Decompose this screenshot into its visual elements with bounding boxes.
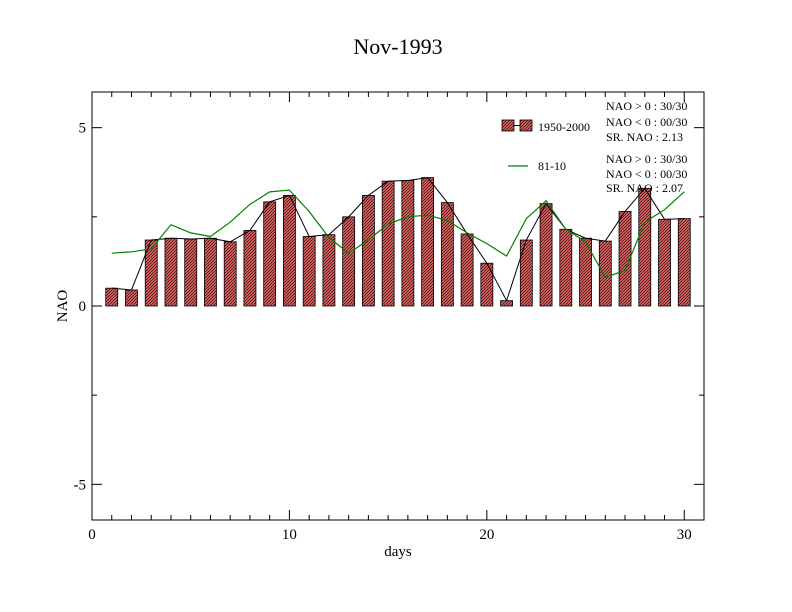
climatology-line [111, 189, 685, 279]
bar-day-10 [283, 195, 296, 307]
stat-8110-nao-positive: NAO > 0 : 30/30 [606, 152, 687, 166]
bar-day-28 [638, 187, 652, 307]
bar-day-17 [421, 177, 435, 307]
stat-1950-nao-positive: NAO > 0 : 30/30 [606, 99, 687, 113]
bar-day-11 [302, 236, 316, 307]
legend-label-81-10: 81-10 [538, 159, 566, 173]
legend-swatch-bar [501, 119, 515, 132]
legend: 1950-2000 81-10 NAO > 0 : 30/30 NAO < 0 … [501, 99, 687, 195]
bar-day-22 [519, 239, 533, 307]
bar-day-12 [322, 234, 336, 307]
y-tick-label: 5 [79, 121, 87, 137]
bar-day-18 [440, 202, 454, 307]
stat-1950-sr-nao: SR. NAO : 2.13 [606, 130, 683, 144]
x-tick-label: 20 [479, 527, 494, 543]
bar-connector-line [111, 177, 685, 302]
bar-day-7 [223, 241, 237, 307]
x-axis-label: days [384, 544, 412, 560]
bar-series [105, 177, 691, 307]
bar-day-1 [105, 287, 119, 307]
stat-1950-nao-negative: NAO < 0 : 00/30 [606, 115, 687, 129]
bar-day-24 [559, 228, 573, 307]
bar-day-26 [598, 240, 612, 307]
bar-day-19 [460, 233, 474, 307]
y-tick-label: 0 [79, 299, 87, 315]
stat-8110-sr-nao: SR. NAO : 2.07 [606, 181, 683, 195]
y-axis: -5 0 5 [74, 121, 704, 493]
stat-8110-nao-negative: NAO < 0 : 00/30 [606, 167, 687, 181]
legend-label-1950-2000: 1950-2000 [538, 120, 590, 134]
bar-day-30 [677, 218, 691, 307]
bar-day-20 [480, 262, 494, 307]
x-tick-label: 0 [88, 527, 96, 543]
y-axis-label: NAO [55, 290, 71, 323]
bar-day-8 [243, 229, 257, 307]
bar-day-4 [164, 237, 178, 307]
chart-title: Nov-1993 [353, 34, 442, 59]
bar-day-16 [401, 180, 415, 307]
bar-day-23 [539, 203, 553, 307]
bar-top-connector [111, 177, 685, 302]
y-tick-label: -5 [74, 477, 87, 493]
bar-day-15 [381, 180, 395, 307]
x-tick-label: 30 [677, 527, 692, 543]
bar-day-9 [263, 201, 277, 307]
bar-day-2 [125, 289, 138, 307]
bar-day-13 [342, 216, 356, 307]
legend-swatch-bar-2 [519, 119, 533, 132]
bar-day-29 [658, 218, 671, 307]
bar-day-5 [184, 238, 198, 307]
x-tick-label: 10 [282, 527, 297, 543]
series-line-81-10 [111, 189, 685, 279]
x-axis: 0 10 20 30 [88, 92, 692, 543]
bar-day-14 [361, 195, 375, 307]
bar-day-6 [204, 237, 217, 307]
